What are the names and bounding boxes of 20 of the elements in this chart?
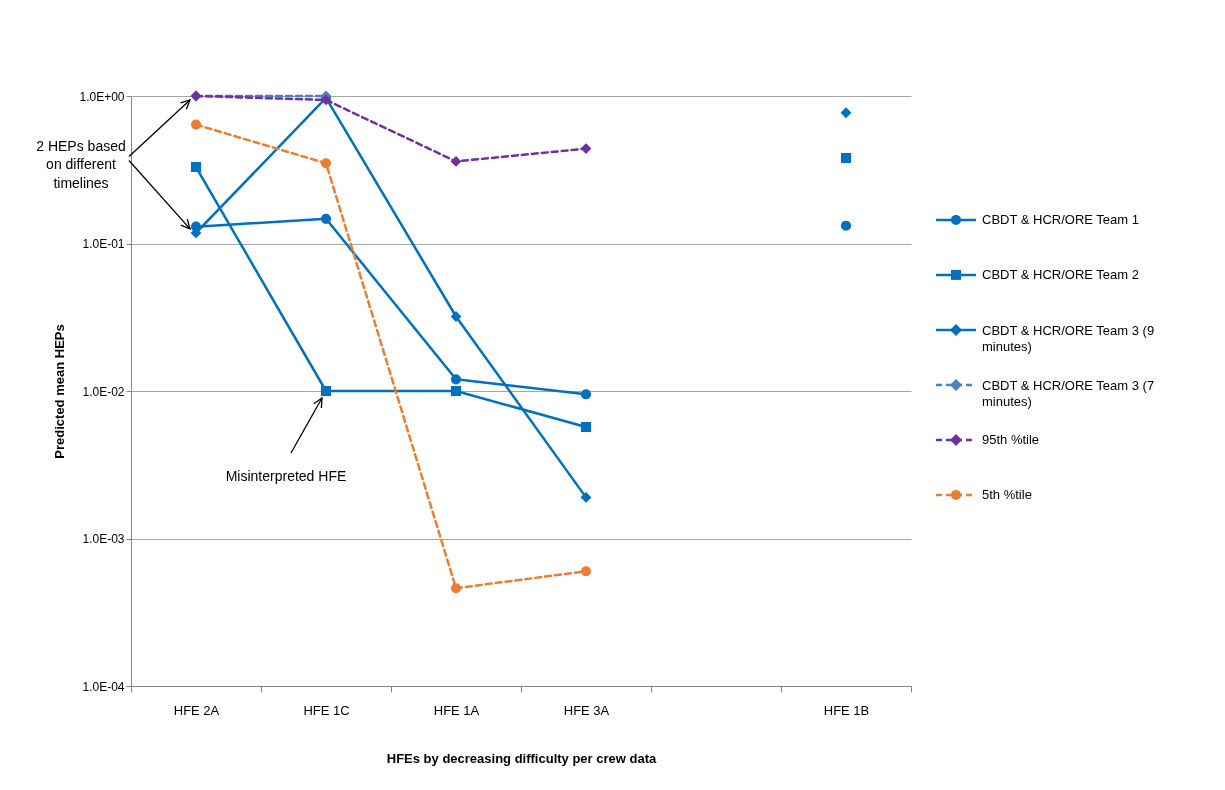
x-tick-label: HFE 2A — [173, 702, 220, 718]
y-tick-label: 1.0E-01 — [82, 237, 125, 251]
x-tick-label: HFE 1A — [433, 702, 480, 718]
y-axis-title: Predicted mean HEPs — [52, 324, 68, 459]
x-tick-label: HFE 3A — [563, 702, 610, 718]
legend-label: 95th %tile — [982, 432, 1040, 448]
legend-label: CBDT & HCR/ORE Team 3 (9 minutes) — [982, 322, 1155, 355]
y-tick-label: 1.0E+00 — [79, 89, 125, 104]
x-axis-title: HFEs by decreasing difficulty per crew data — [386, 750, 657, 766]
y-tick-label: 1.0E-03 — [82, 532, 125, 546]
x-tick-label: HFE 1C — [303, 702, 350, 718]
y-tick-label: 1.0E-02 — [82, 384, 125, 399]
legend-label: 5th %tile — [982, 487, 1032, 503]
annotation: 2 HEPs based on different timelines — [36, 138, 126, 191]
legend-label: CBDT & HCR/ORE Team 2 — [982, 267, 1140, 283]
y-tick-label: 1.0E-04 — [82, 679, 125, 694]
legend-label: CBDT & HCR/ORE Team 3 (7 minutes) — [982, 377, 1155, 410]
legend-label: CBDT & HCR/ORE Team 1 — [982, 212, 1140, 228]
x-tick-label: HFE 1B — [823, 702, 870, 718]
annotation: Misinterpreted HFE — [225, 468, 347, 484]
